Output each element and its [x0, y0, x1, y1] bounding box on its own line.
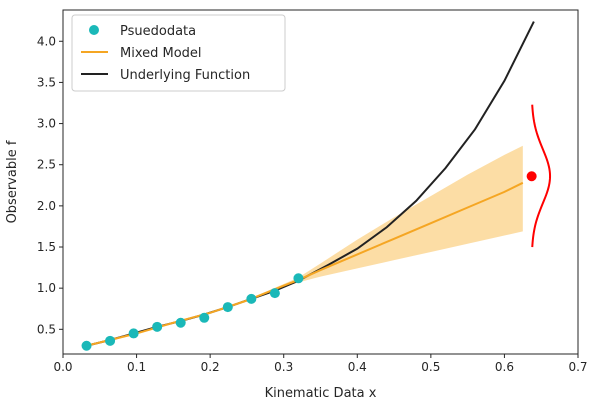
y-tick-label: 1.5 [37, 240, 56, 254]
x-tick-label: 0.4 [348, 360, 367, 374]
y-tick-label: 2.0 [37, 199, 56, 213]
psuedodata-point [293, 273, 304, 284]
legend-entry: Mixed Model [81, 46, 202, 61]
y-axis-ticks: 0.5 1.0 1.5 2.0 2.5 3.0 3.5 4.0 [37, 34, 63, 336]
x-tick-label: 0.7 [568, 360, 587, 374]
y-tick-label: 4.0 [37, 34, 56, 48]
y-tick-label: 3.0 [37, 117, 56, 131]
psuedodata-point [222, 302, 233, 313]
x-tick-label: 0.5 [421, 360, 440, 374]
psuedodata-point [105, 335, 116, 346]
annotation-layer [526, 104, 552, 248]
legend-label: Mixed Model [120, 46, 202, 61]
mixed-model-uncertainty-band [86, 145, 523, 346]
y-axis-label: Observable f [5, 140, 20, 223]
prediction-distribution-curve [531, 104, 552, 248]
legend-entries: Psuedodata Mixed Model Underlying Function [81, 24, 250, 83]
psuedodata-point [152, 321, 163, 332]
x-tick-label: 0.1 [127, 360, 146, 374]
series-point-layer [81, 273, 304, 351]
x-tick-label: 0.3 [274, 360, 293, 374]
confidence-band-layer [86, 145, 523, 346]
legend-label: Underlying Function [120, 68, 250, 83]
prediction-point [526, 171, 537, 182]
legend-label: Psuedodata [120, 24, 196, 39]
y-tick-label: 0.5 [37, 322, 56, 336]
psuedodata-point [175, 317, 186, 328]
x-tick-label: 0.6 [495, 360, 514, 374]
legend-swatch-marker [89, 25, 99, 35]
psuedodata-point [128, 328, 139, 339]
plot-area [81, 21, 552, 351]
y-tick-label: 2.5 [37, 158, 56, 172]
legend-box [71, 14, 286, 92]
y-tick-label: 3.5 [37, 75, 56, 89]
y-tick-label: 1.0 [37, 281, 56, 295]
x-tick-label: 0.0 [53, 360, 72, 374]
x-axis-ticks: 0.0 0.1 0.2 0.3 0.4 0.5 0.6 0.7 [53, 354, 588, 374]
legend-entry: Underlying Function [81, 68, 250, 83]
x-tick-label: 0.2 [201, 360, 220, 374]
x-axis-label: Kinematic Data x [265, 386, 377, 401]
psuedodata-point [81, 340, 92, 351]
psuedodata-point [199, 312, 210, 323]
legend-entry: Psuedodata [89, 24, 196, 39]
axes-frame [62, 9, 579, 355]
legend: Psuedodata Mixed Model Underlying Function [71, 14, 286, 92]
psuedodata-point [246, 293, 257, 304]
psuedodata-point [269, 288, 280, 299]
